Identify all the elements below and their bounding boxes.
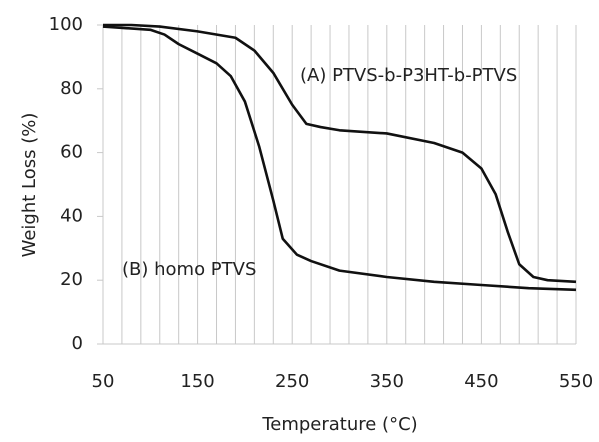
series-label: (B) homo PTVS bbox=[122, 259, 256, 280]
y-tick-label: 40 bbox=[60, 205, 83, 226]
x-tick-label: 550 bbox=[559, 371, 593, 392]
y-tick-label: 0 bbox=[72, 333, 83, 354]
x-tick-label: 350 bbox=[370, 371, 404, 392]
x-tick-label: 450 bbox=[464, 371, 498, 392]
y-tick-label: 100 bbox=[49, 14, 83, 35]
y-tick-label: 60 bbox=[60, 142, 83, 163]
x-axis-label: Temperature (°C) bbox=[261, 414, 417, 435]
y-tick-label: 80 bbox=[60, 78, 83, 99]
series-label: (A) PTVS-b-P3HT-b-PTVS bbox=[300, 65, 517, 86]
x-tick-label: 250 bbox=[275, 371, 309, 392]
y-axis-label: Weight Loss (%) bbox=[19, 113, 40, 258]
y-tick-label: 20 bbox=[60, 269, 83, 290]
x-tick-label: 150 bbox=[180, 371, 214, 392]
x-tick-label: 50 bbox=[92, 371, 115, 392]
series-line bbox=[102, 25, 577, 292]
series-line bbox=[103, 23, 577, 284]
